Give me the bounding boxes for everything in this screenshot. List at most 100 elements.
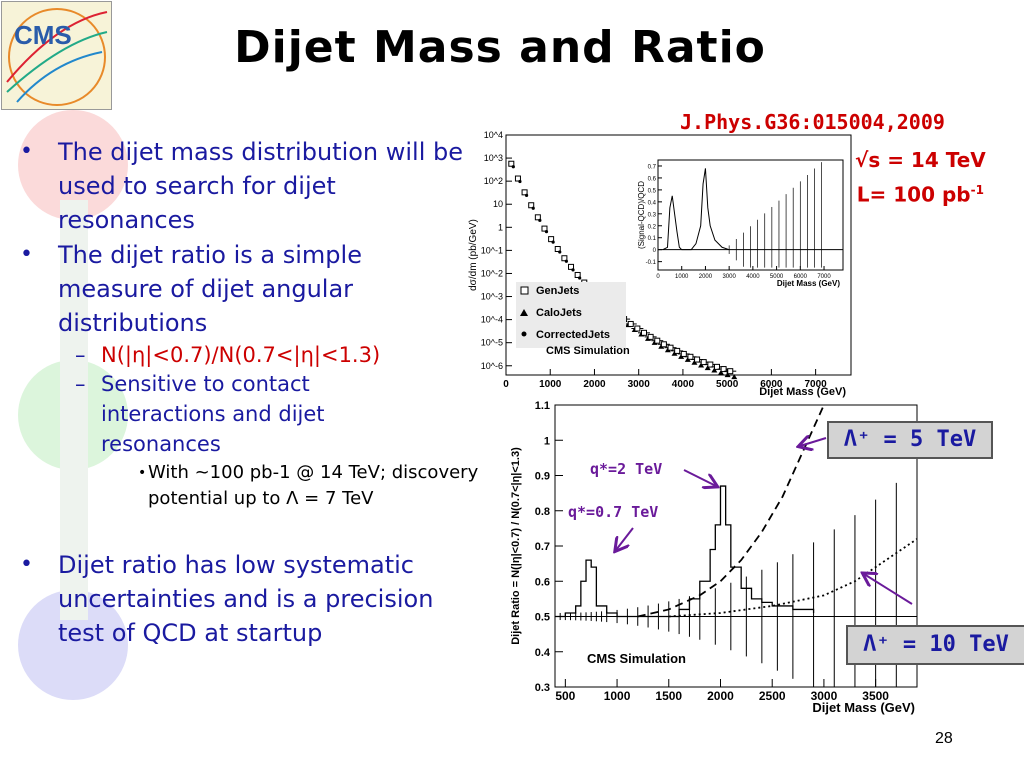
genjets-point	[574, 271, 581, 278]
ratio-x-label: Dijet Mass (GeV)	[812, 700, 915, 715]
x-tick-label: 1000	[539, 379, 562, 390]
inset-chart: 0.7 0.6 0.5 0.4 0.3 0.2 0.1 0 -0.1 0 1000 2000 3000 4…	[637, 159, 844, 288]
calojets-point	[731, 374, 738, 380]
correctedjets-point	[511, 165, 515, 169]
inset-x-tick-label: 5000	[770, 274, 784, 280]
inset-x-tick-label: 7000	[817, 274, 831, 280]
inset-x-tick-label: 3000	[722, 274, 736, 280]
genjets-point	[541, 225, 548, 232]
x-tick-label: 2500	[759, 689, 786, 703]
correctedjets-point	[524, 193, 529, 197]
sub-bullet-1: – N(|η|<0.7)/N(0.7<|η|<1.3)	[75, 340, 475, 370]
legend-correctedjets: CorrectedJets	[536, 329, 610, 341]
lambda5-box: Λ⁺ = 5 TeV	[827, 421, 993, 459]
legend-calojets: CaloJets	[536, 307, 582, 319]
y-tick-label: 1.1	[535, 400, 550, 412]
calojets-point	[704, 365, 711, 371]
y-tick-label: 10^4	[484, 130, 503, 140]
inset-x-tick-label: 2000	[699, 274, 713, 280]
x-tick-label: 5000	[716, 379, 739, 390]
x-tick-label: 3500	[862, 689, 889, 703]
genjets-point	[667, 344, 674, 351]
y-tick-label: 10^3	[484, 153, 503, 163]
x-tick-label: 0	[503, 379, 509, 390]
deco-stem	[60, 200, 88, 620]
genjets-point	[660, 341, 667, 348]
genjets-point	[707, 361, 714, 368]
sub-bullet-1-text: N(|η|<0.7)/N(0.7<|η|<1.3)	[101, 343, 381, 367]
sub-bullet-2-text: Sensitive to contact interactions and di…	[101, 372, 325, 456]
bullet-3-text: Dijet ratio has low systematic uncertain…	[58, 551, 434, 647]
genjets-point	[654, 337, 661, 344]
y-tick-label: 10^-4	[481, 315, 503, 325]
genjets-point	[627, 320, 634, 327]
y-tick-label: 0.4	[535, 647, 551, 659]
lumi-line: L= 100 pb-1	[855, 175, 986, 210]
reference-label: J.Phys.G36:015004,2009	[680, 110, 945, 134]
lambda10-box: Λ⁺ = 10 TeV	[846, 625, 1024, 665]
subsub-bullet: • With ~100 pb-1 @ 14 TeV; discovery pot…	[138, 460, 493, 512]
genjets-point	[528, 202, 535, 209]
y-tick-label: 1	[544, 435, 550, 447]
genjets-point	[548, 236, 555, 243]
inset-x-tick-label: 6000	[794, 274, 808, 280]
inset-x-label: Dijet Mass (GeV)	[777, 279, 840, 288]
genjets-point	[521, 189, 528, 196]
genjets-point	[514, 175, 521, 182]
bullet-3: • Dijet ratio has low systematic uncerta…	[20, 548, 480, 650]
series-q2	[668, 485, 815, 618]
correctedjets-point	[531, 206, 535, 210]
sub-bullet-2: – Sensitive to contact interactions and …	[75, 369, 375, 459]
correctedjets-point	[544, 229, 549, 234]
x-tick-label: 4000	[672, 379, 695, 390]
inset-x-tick-label: 4000	[746, 274, 760, 280]
ratio-y-label: Dijet Ratio = N(|η|<0.7) / N(0.7<|η|<1.3…	[510, 447, 522, 645]
inset-y-tick-label: 0.3	[648, 212, 657, 218]
cross-section-chart: 10^4 10^3 10^2 10 1 10^-1 10^-2 10^-3 10^-4 10^-5…	[468, 130, 852, 398]
genjets-point	[647, 333, 654, 340]
lumi-exponent: -1	[970, 183, 984, 197]
inset-y-tick-label: 0.5	[648, 188, 657, 194]
correctedjets-point	[551, 240, 555, 244]
lumi-label: L= 100 pb	[856, 182, 971, 207]
correctedjets-point	[564, 259, 568, 263]
y-tick-label: 0.7	[535, 541, 550, 553]
y-tick-label: 10^-5	[481, 338, 503, 348]
x-tick-label: 3000	[628, 379, 651, 390]
legend-box	[516, 282, 626, 348]
inset-line	[662, 168, 730, 251]
bullet-marker: •	[20, 242, 33, 267]
correctedjets-point	[558, 250, 562, 254]
inset-y-tick-label: -0.1	[646, 260, 657, 266]
x-tick-label: 500	[555, 689, 575, 703]
legend-marker-calojets	[520, 309, 528, 316]
genjets-point	[561, 255, 568, 262]
y-axis-label: dσ/dm (pb/GeV)	[468, 219, 479, 291]
y-tick-label: 10^2	[484, 176, 503, 186]
x-tick-label: 7000	[804, 379, 827, 390]
x-tick-label: 1500	[655, 689, 682, 703]
bullet-marker: •	[20, 552, 33, 577]
x-tick-label: 3000	[811, 689, 838, 703]
correctedjets-point	[571, 268, 575, 272]
x-tick-label: 2000	[583, 379, 606, 390]
sub-bullet-marker: –	[75, 343, 86, 367]
y-tick-label: 0.9	[535, 471, 550, 483]
genjets-point	[568, 263, 575, 270]
inset-y-tick-label: 0.2	[648, 224, 657, 230]
bullet-1: • The dijet mass distribution will be us…	[20, 135, 480, 237]
genjets-point	[508, 160, 515, 167]
legend-marker-correctedjets	[521, 331, 527, 337]
y-tick-label: 0.3	[535, 682, 550, 694]
correctedjets-point	[578, 276, 582, 280]
genjets-point	[554, 246, 561, 253]
y-tick-label: 0.5	[535, 612, 550, 624]
correctedjets-point	[518, 179, 522, 184]
calojets-point	[717, 369, 724, 375]
x-tick-label: 1000	[604, 689, 631, 703]
series-lambda10	[668, 538, 918, 618]
inset-y-tick-label: 0.4	[648, 200, 657, 206]
energy-label: √s = 14 TeV	[855, 148, 986, 172]
bullet-marker: •	[20, 139, 33, 164]
genjets-point	[634, 325, 641, 332]
